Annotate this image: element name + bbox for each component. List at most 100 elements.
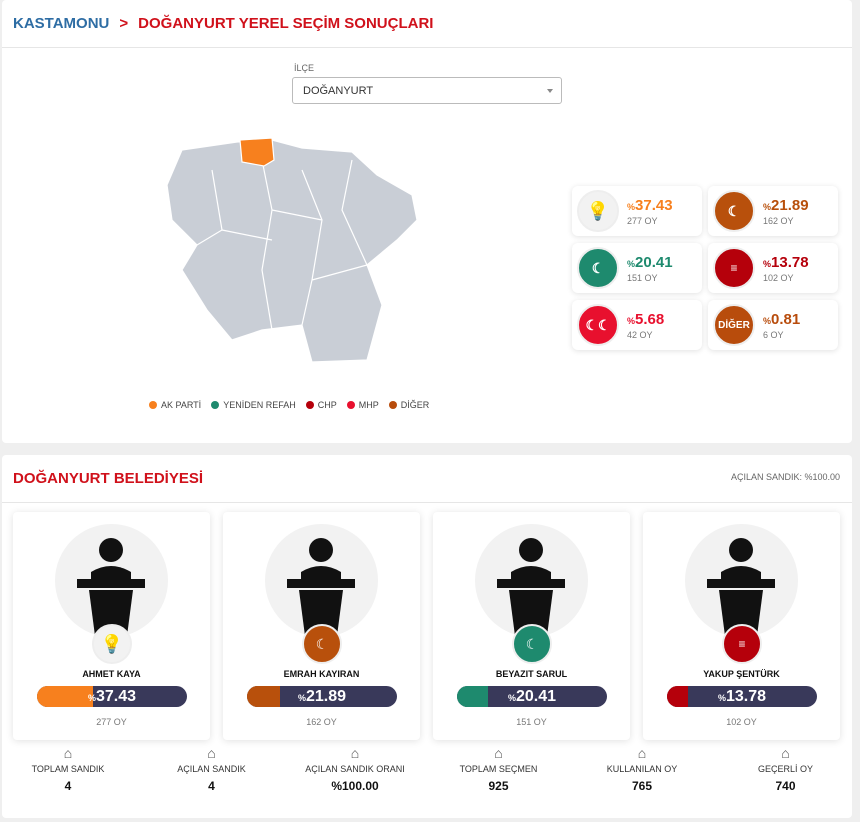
- candidate-votes: 162 OY: [306, 717, 337, 727]
- stat-label: TOPLAM SEÇMEN: [459, 764, 538, 774]
- party-logo: ☾: [713, 190, 755, 232]
- map-region-doganyurt[interactable]: [239, 137, 275, 167]
- party-percent: 0.81: [771, 310, 801, 328]
- stat-label: KULLANILAN OY: [606, 764, 678, 774]
- candidate-name: BEYAZIT SARUL: [495, 669, 568, 679]
- stat-value: 765: [631, 779, 653, 793]
- results-card: KASTAMONU > DOĞANYURT YEREL SEÇİM SONUÇL…: [2, 0, 852, 443]
- legend-label: MHP: [358, 400, 379, 410]
- candidate-card[interactable]: ☾ EMRAH KAYIRAN %21.89 162 OY: [223, 512, 420, 740]
- stat-value: %100.00: [331, 779, 379, 793]
- candidate-name: EMRAH KAYIRAN: [283, 669, 360, 679]
- legend-item: MHP: [346, 400, 379, 410]
- stat-item: ⌂ KULLANILAN OY 765: [572, 745, 712, 793]
- party-result-card[interactable]: ☾ %21.89 162 OY: [708, 186, 838, 236]
- district-label: İLÇE: [294, 63, 315, 73]
- legend-label: YENİDEN REFAH: [223, 400, 296, 410]
- ballot-box-icon: ⌂: [207, 745, 216, 761]
- percent-sign: %: [297, 693, 306, 703]
- party-votes: 162 OY: [763, 215, 794, 226]
- candidate-votes: 277 OY: [96, 717, 127, 727]
- municipality-header: DOĞANYURT BELEDİYESİ: [2, 455, 852, 503]
- stat-value: 740: [775, 779, 796, 793]
- party-percent: 21.89: [771, 196, 809, 214]
- party-votes: 277 OY: [627, 215, 658, 226]
- podium-person-icon: [707, 538, 775, 636]
- podium-person-icon: [497, 538, 565, 636]
- podium-person-icon: [77, 538, 145, 636]
- bar-fill: [457, 686, 488, 707]
- party-logo: ☾: [577, 247, 619, 289]
- percent-sign: %: [763, 258, 772, 269]
- candidate-card[interactable]: ☾ BEYAZIT SARUL %20.41 151 OY: [433, 512, 630, 740]
- party-logo: 💡: [577, 190, 619, 232]
- percent-sign: %: [763, 315, 772, 326]
- stat-label: GEÇERLİ OY: [757, 764, 813, 774]
- stat-label: AÇILAN SANDIK: [177, 764, 246, 774]
- vote-hand-icon: ⌂: [637, 745, 647, 761]
- legend-dot: [305, 401, 314, 409]
- legend-item: DİĞER: [388, 400, 430, 410]
- party-result-card[interactable]: ☾ %20.41 151 OY: [572, 243, 702, 293]
- candidate-percent: 21.89: [305, 688, 347, 705]
- candidate-vote-bar: %37.43: [37, 686, 187, 707]
- candidate-vote-bar: %20.41: [457, 686, 607, 707]
- ballot-box-icon: ⌂: [350, 745, 360, 761]
- party-result-card[interactable]: ≡ %13.78 102 OY: [708, 243, 838, 293]
- party-result-card[interactable]: 💡 %37.43 277 OY: [572, 186, 702, 236]
- candidate-card[interactable]: 💡 AHMET KAYA %37.43 277 OY: [13, 512, 210, 740]
- stat-item: ⌂ AÇILAN SANDIK ORANI %100.00: [285, 745, 425, 793]
- percent-sign: %: [507, 693, 516, 703]
- stat-label: AÇILAN SANDIK ORANI: [305, 764, 405, 774]
- stat-item: ⌂ AÇILAN SANDIK 4: [142, 745, 282, 793]
- district-select[interactable]: DOĞANYURT: [292, 77, 562, 104]
- party-result-card[interactable]: ☾☾ %5.68 42 OY: [572, 300, 702, 350]
- phone-vote-icon: ⌂: [781, 745, 790, 761]
- candidate-vote-bar: %13.78: [667, 686, 817, 707]
- candidate-votes: 151 OY: [516, 717, 547, 727]
- percent-sign: %: [717, 693, 726, 703]
- percent-sign: %: [627, 315, 636, 326]
- ballot-box-icon: ⌂: [63, 745, 73, 761]
- candidate-avatar: [475, 524, 588, 637]
- stat-value: 4: [64, 779, 72, 793]
- party-result-card[interactable]: DİĞER %0.81 6 OY: [708, 300, 838, 350]
- candidate-percent: 37.43: [95, 688, 137, 705]
- legend-dot: [149, 401, 157, 409]
- party-logo: ☾☾: [577, 304, 619, 346]
- party-logo: ☾: [512, 624, 552, 664]
- party-votes: 151 OY: [627, 272, 658, 283]
- stat-value: 4: [208, 779, 215, 793]
- candidate-card[interactable]: ≡ YAKUP ŞENTÜRK %13.78 102 OY: [643, 512, 840, 740]
- party-percent: 5.68: [635, 310, 665, 328]
- legend-item: YENİDEN REFAH: [211, 400, 296, 410]
- people-icon: ⌂: [494, 745, 503, 761]
- stat-item: ⌂ TOPLAM SANDIK 4: [0, 745, 138, 793]
- party-votes: 6 OY: [763, 329, 784, 340]
- candidate-avatar: [685, 524, 798, 637]
- page-title: DOĞANYURT YEREL SEÇİM SONUÇLARI: [138, 15, 434, 32]
- bar-fill: [667, 686, 688, 707]
- party-logo: ≡: [713, 247, 755, 289]
- map-region[interactable]: [166, 139, 418, 363]
- chevron-right-icon: >: [119, 15, 129, 32]
- legend-label: AK PARTİ: [161, 400, 202, 410]
- map-legend: AK PARTİ YENİDEN REFAH CHP MHP DİĞER: [149, 400, 429, 410]
- candidate-avatar: [55, 524, 168, 637]
- breadcrumb: KASTAMONU > DOĞANYURT YEREL SEÇİM SONUÇL…: [2, 0, 852, 48]
- legend-item: AK PARTİ: [149, 400, 201, 410]
- party-percent: 13.78: [771, 253, 809, 271]
- party-logo: ≡: [722, 624, 762, 664]
- stat-item: ⌂ TOPLAM SEÇMEN 925: [429, 745, 569, 793]
- legend-label: DİĞER: [400, 400, 430, 410]
- candidate-name: YAKUP ŞENTÜRK: [703, 669, 780, 679]
- percent-sign: %: [627, 258, 636, 269]
- podium-person-icon: [287, 538, 355, 636]
- bar-fill: [247, 686, 280, 707]
- legend-label: CHP: [317, 400, 337, 410]
- percent-sign: %: [87, 693, 96, 703]
- stat-label: TOPLAM SANDIK: [31, 764, 105, 774]
- legend-dot: [388, 401, 397, 409]
- breadcrumb-province[interactable]: KASTAMONU: [13, 15, 110, 32]
- legend-dot: [346, 401, 355, 409]
